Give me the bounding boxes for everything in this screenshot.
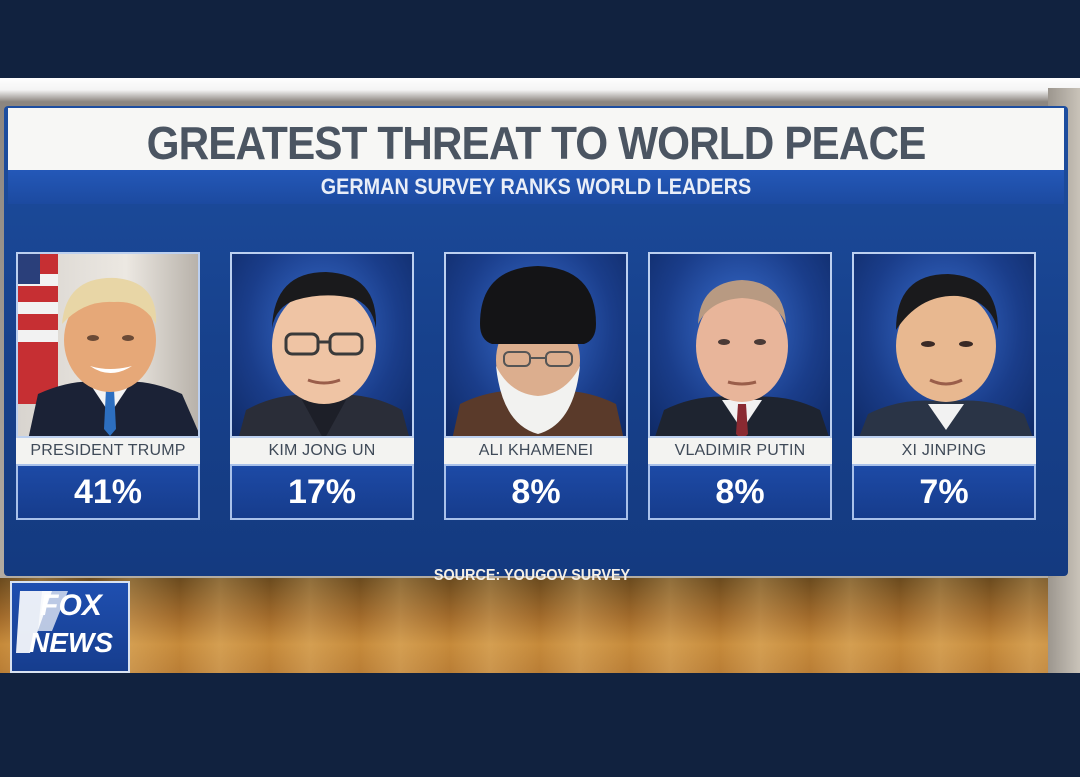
logo-news-text: NEWS bbox=[29, 627, 113, 658]
leader-name: PRESIDENT TRUMP bbox=[16, 438, 200, 464]
studio-background bbox=[0, 578, 1080, 673]
subheadline: GERMAN SURVEY RANKS WORLD LEADERS bbox=[320, 174, 752, 199]
subtitle-bar: GERMAN SURVEY RANKS WORLD LEADERS bbox=[8, 170, 1064, 204]
leader-name: ALI KHAMENEI bbox=[444, 438, 628, 464]
leader-card-kim: KIM JONG UN 17% bbox=[230, 252, 414, 524]
leader-percent: 7% bbox=[852, 464, 1036, 520]
graphic-panel: GREATEST THREAT TO WORLD PEACE GERMAN SU… bbox=[4, 106, 1068, 576]
source-caption: SOURCE: YOUGOV SURVEY bbox=[433, 567, 631, 584]
leader-percent: 8% bbox=[648, 464, 832, 520]
headline: GREATEST THREAT TO WORLD PEACE bbox=[146, 117, 927, 169]
bottom-dark-band bbox=[0, 673, 1080, 777]
leader-name: KIM JONG UN bbox=[230, 438, 414, 464]
portrait-xi bbox=[852, 252, 1036, 438]
tv-screen-photo: GREATEST THREAT TO WORLD PEACE GERMAN SU… bbox=[0, 78, 1080, 673]
leader-card-putin: VLADIMIR PUTIN 8% bbox=[648, 252, 832, 524]
leader-card-trump: PRESIDENT TRUMP 41% bbox=[16, 252, 200, 524]
top-dark-band bbox=[0, 0, 1080, 78]
leader-percent: 41% bbox=[16, 464, 200, 520]
leader-percent: 17% bbox=[230, 464, 414, 520]
studio-lights bbox=[0, 578, 1080, 673]
leader-card-khamenei: ALI KHAMENEI 8% bbox=[444, 252, 628, 524]
fox-news-logo: FOX NEWS bbox=[10, 581, 130, 673]
leader-card-xi: XI JINPING 7% bbox=[852, 252, 1036, 524]
portrait-khamenei bbox=[444, 252, 628, 438]
leader-name: XI JINPING bbox=[852, 438, 1036, 464]
leader-percent: 8% bbox=[444, 464, 628, 520]
portrait-kim bbox=[230, 252, 414, 438]
portrait-trump bbox=[16, 252, 200, 438]
portrait-putin bbox=[648, 252, 832, 438]
leader-name: VLADIMIR PUTIN bbox=[648, 438, 832, 464]
title-bar: GREATEST THREAT TO WORLD PEACE bbox=[8, 108, 1064, 170]
logo-fox-text: FOX bbox=[40, 589, 102, 622]
